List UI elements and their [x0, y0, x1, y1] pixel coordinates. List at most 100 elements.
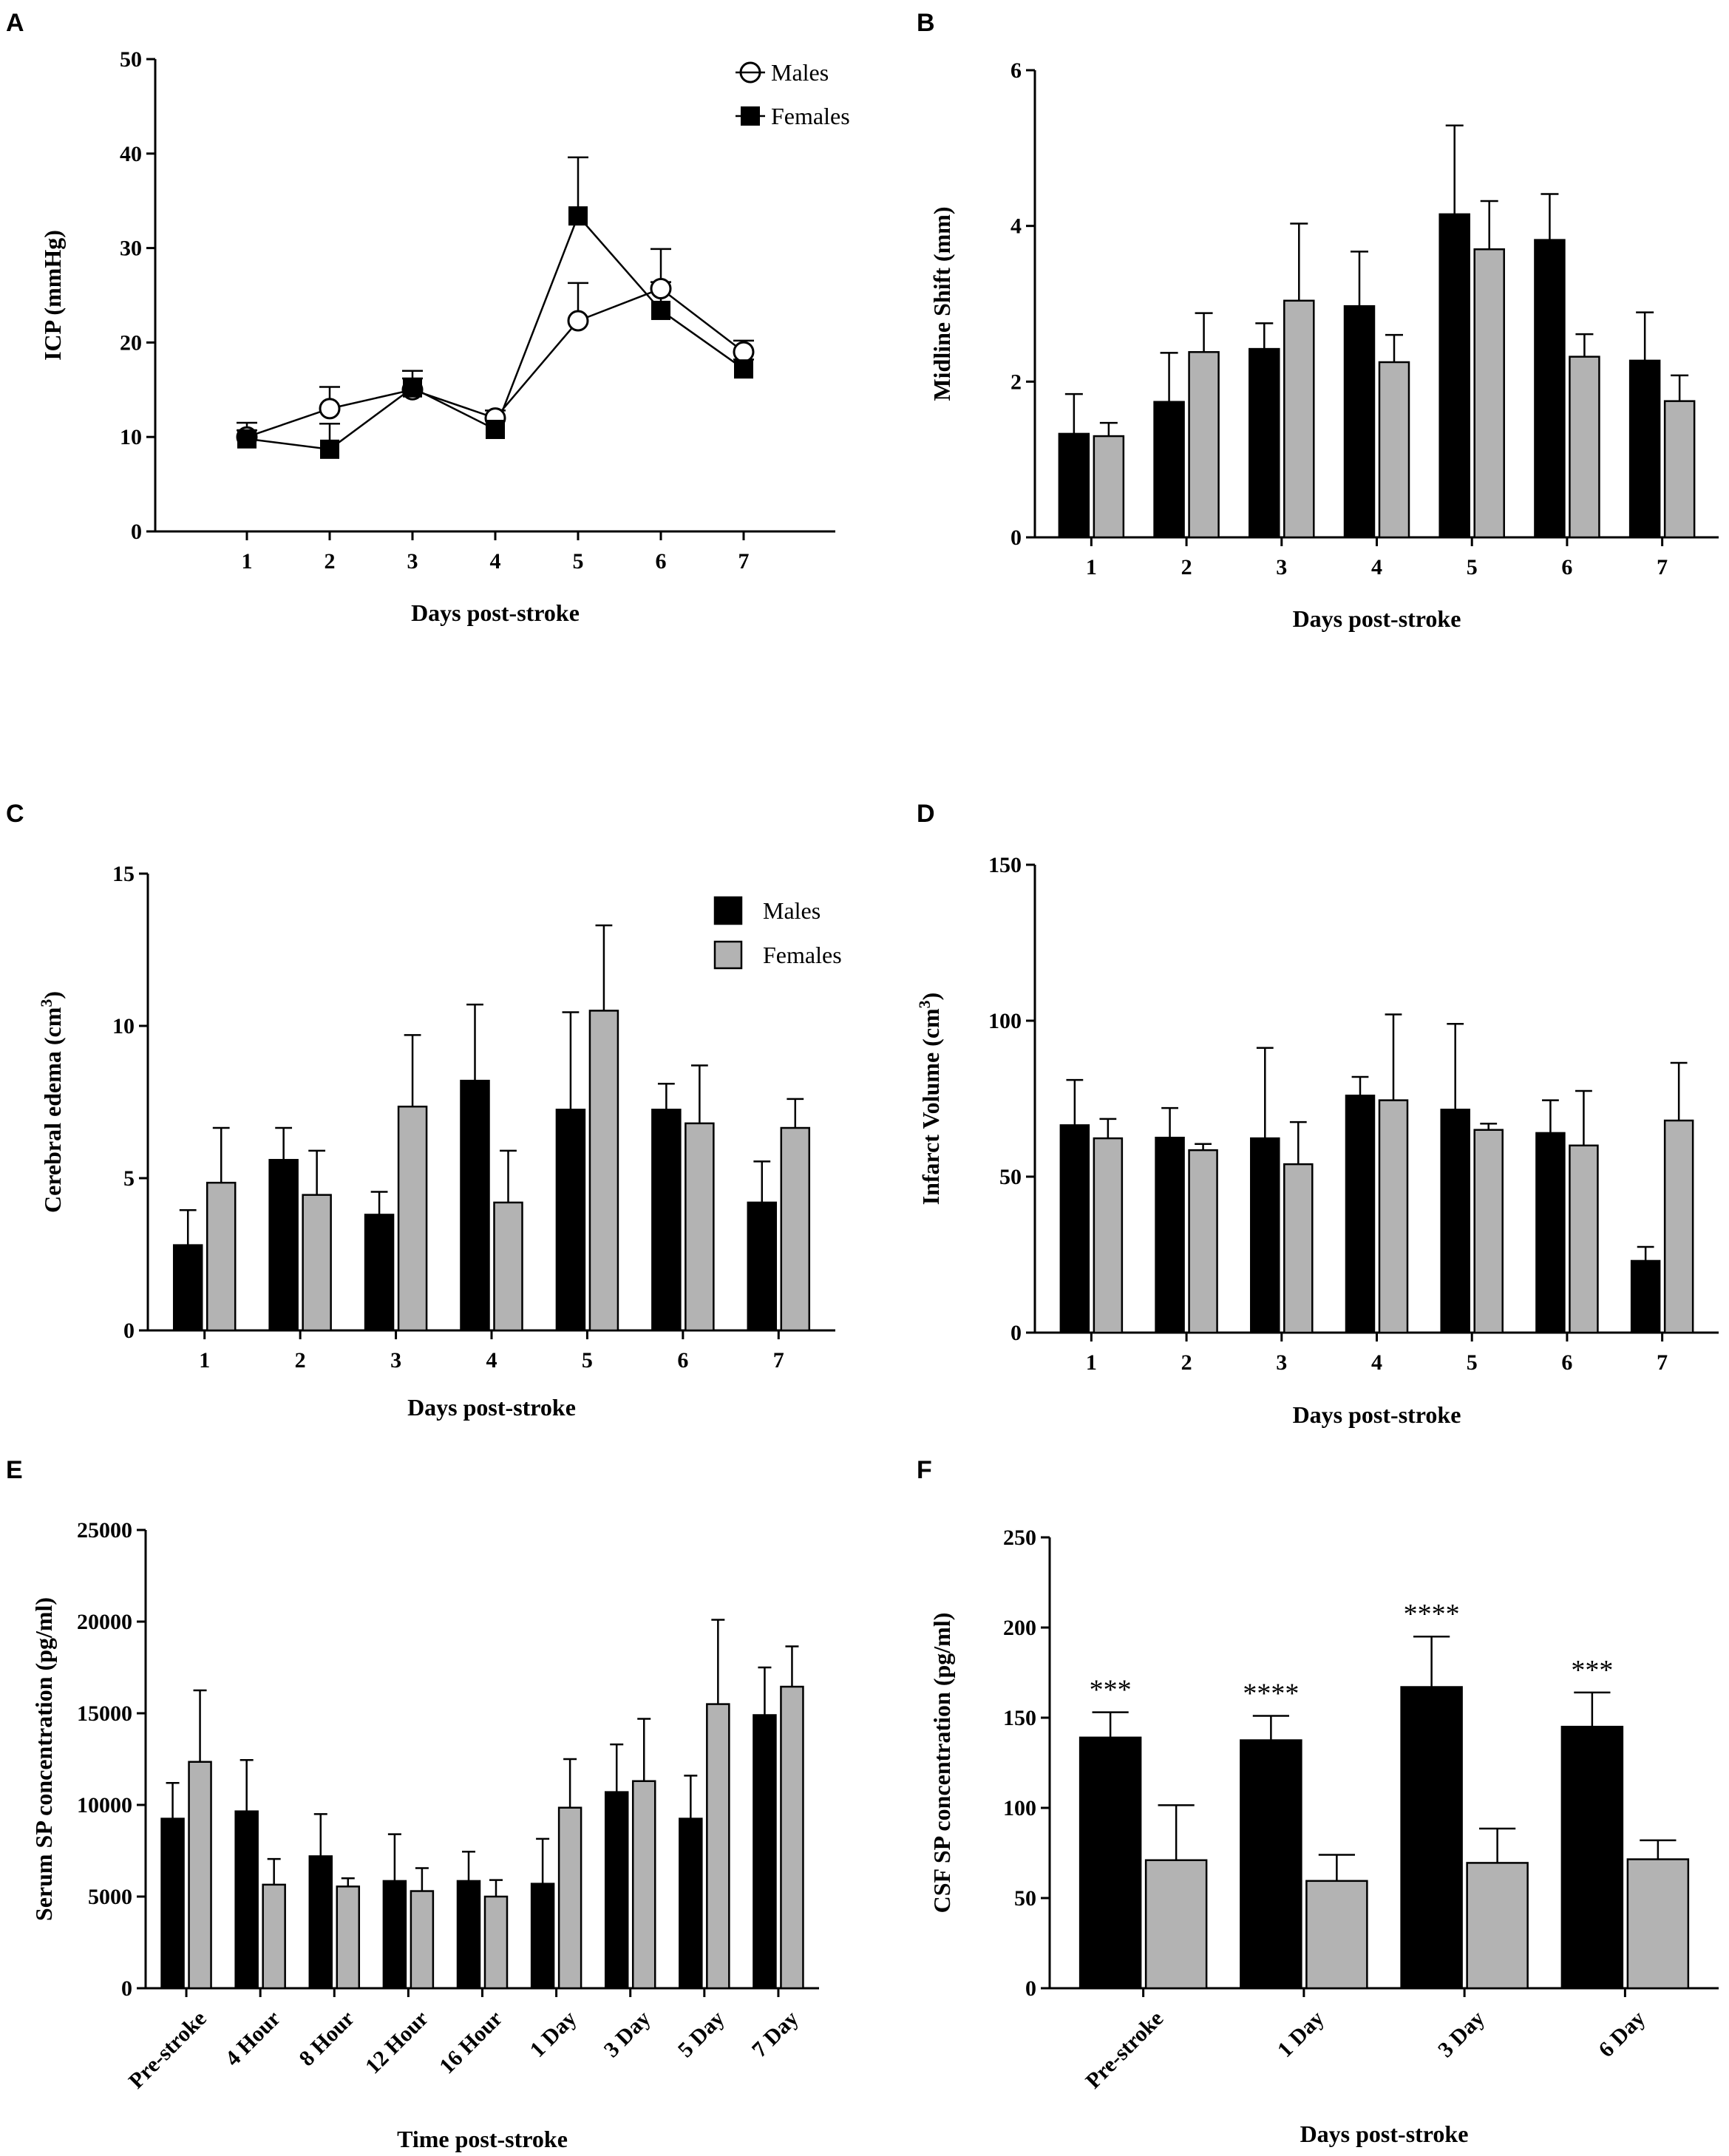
bar-females	[1569, 356, 1600, 539]
x-tick-label: 3	[1276, 1350, 1287, 1375]
x-tick-label: 3 Day	[1433, 2006, 1489, 2062]
x-axis-label: Days post-stroke	[1300, 2121, 1469, 2147]
panel-letter: E	[6, 1456, 23, 1484]
bar-females	[1626, 1858, 1690, 1990]
y-axis-label-end: )	[917, 993, 944, 1001]
legend-label-females: Females	[771, 103, 850, 129]
x-tick-label: 1 Day	[1273, 2006, 1329, 2062]
x-tick-label: 5	[1467, 1350, 1478, 1375]
x-tick-label: 4	[486, 1348, 497, 1373]
y-tick-label: 150	[1003, 1706, 1036, 1730]
y-axis-label: Infarct Volume (cm3)	[915, 993, 944, 1205]
bar-females	[1093, 1137, 1124, 1334]
bar-males	[1155, 1137, 1185, 1334]
x-tick-label: 1 Day	[525, 2006, 581, 2062]
y-tick-label: 50	[999, 1165, 1022, 1189]
bar-females	[483, 1895, 509, 1990]
point-females	[568, 206, 588, 226]
x-tick-label: 3 Day	[599, 2006, 656, 2062]
panel-b: B 0 2 4 6 1 2 3 4 5 6 7 Days post-stroke Midline Shif…	[917, 9, 1719, 632]
y-tick-label: 30	[120, 237, 142, 261]
bar-males	[1058, 432, 1090, 539]
y-tick-label: 0	[1010, 526, 1022, 550]
bar-females	[1283, 299, 1315, 539]
panel-a: A 0 10 20 30 40 50 1 2 3 4 5 6 7 Days post-stroke ICP (…	[6, 9, 850, 626]
bar-females	[780, 1685, 804, 1990]
y-axis-label: Midline Shift (mm)	[928, 206, 955, 401]
bar-males	[234, 1810, 259, 1990]
legend-swatch-females	[713, 940, 743, 970]
bar-females	[557, 1806, 582, 1990]
bar-males	[1250, 1137, 1280, 1334]
y-tick-label: 0	[1010, 1321, 1022, 1345]
y-axis-label-text: ICP (mmHg)	[39, 230, 66, 361]
y-tick-label: 200	[1003, 1616, 1036, 1640]
y-tick-label: 100	[1003, 1796, 1036, 1820]
x-tick-label: 12 Hour	[361, 2006, 433, 2078]
x-axis-label: Days post-stroke	[1293, 1401, 1461, 1428]
x-tick-label: 7 Day	[747, 2006, 804, 2062]
bar-females	[1378, 361, 1410, 539]
x-tick-label: 7	[1657, 1350, 1668, 1375]
y-tick-label: 10000	[77, 1793, 132, 1817]
bar-males	[1440, 1109, 1470, 1334]
point-females	[486, 419, 505, 439]
x-tick-label: 2	[1181, 1350, 1192, 1375]
panel-letter: D	[917, 800, 935, 828]
x-tick-label: 3	[1276, 555, 1287, 579]
bar-females	[302, 1194, 332, 1332]
y-tick-label: 15	[112, 862, 135, 886]
x-tick-label: 16 Hour	[435, 2006, 507, 2078]
x-tick-label: 5	[573, 549, 584, 574]
bar-females	[706, 1703, 730, 1990]
significance-annotation: ***	[1571, 1655, 1613, 1686]
x-tick-label: 7	[1657, 555, 1668, 579]
y-axis-label-end: )	[39, 991, 66, 999]
y-axis-label-text: Cerebral edema (cm	[39, 1007, 66, 1213]
y-tick-label: 50	[120, 47, 142, 72]
x-tick-label: 1	[1086, 555, 1097, 579]
y-tick-label: 50	[1014, 1886, 1036, 1911]
panel-letter: A	[6, 9, 24, 37]
bar-males	[1343, 305, 1376, 539]
bar-males	[747, 1201, 778, 1332]
bar-females	[1569, 1144, 1599, 1334]
significance-annotation: ****	[1243, 1679, 1299, 1710]
bar-females	[1305, 1880, 1368, 1990]
y-tick-label: 0	[121, 1976, 132, 2001]
bar-females	[1188, 1149, 1218, 1334]
point-females	[237, 429, 257, 449]
x-tick-label: 7	[738, 549, 750, 574]
x-tick-label: Pre-stroke	[1081, 2006, 1168, 2093]
x-tick-label: 2	[1181, 555, 1192, 579]
bar-males	[1628, 359, 1661, 539]
significance-annotation: ***	[1090, 1675, 1132, 1706]
x-tick-label: 4	[1371, 1350, 1382, 1375]
y-axis-label-text: Serum SP concentration (pg/ml)	[30, 1597, 57, 1921]
bar-males	[1534, 239, 1566, 539]
y-tick-label: 10	[112, 1014, 135, 1038]
bar-females	[493, 1201, 523, 1332]
point-females	[320, 439, 339, 459]
bar-females	[780, 1126, 811, 1332]
x-tick-label: 6 Day	[1594, 2006, 1650, 2062]
x-axis-label: Days post-stroke	[1293, 605, 1461, 632]
bar-males	[460, 1079, 490, 1332]
y-tick-label: 2	[1010, 370, 1022, 394]
bar-males	[555, 1109, 586, 1332]
y-tick-label: 40	[120, 142, 142, 166]
y-axis-label: ICP (mmHg)	[39, 230, 66, 361]
x-tick-label: 3	[390, 1348, 401, 1373]
panel-f: F 0 50 100 150 200 250 Pre-stroke 1 Day 3 Day 6 Da…	[917, 1456, 1719, 2147]
x-axis-label: Days post-stroke	[407, 1394, 576, 1421]
bar-males	[1240, 1739, 1302, 1990]
x-axis-label: Time post-stroke	[397, 2126, 568, 2152]
bar-males	[1345, 1095, 1376, 1334]
legend-label-females: Females	[763, 942, 842, 968]
bar-females	[1283, 1163, 1314, 1334]
x-tick-label: 5	[582, 1348, 593, 1373]
y-axis-label-text: Midline Shift (mm)	[928, 206, 955, 401]
bar-males	[1153, 401, 1185, 539]
y-axis-label-superscript: 3	[915, 1000, 934, 1008]
bar-males	[364, 1214, 395, 1332]
